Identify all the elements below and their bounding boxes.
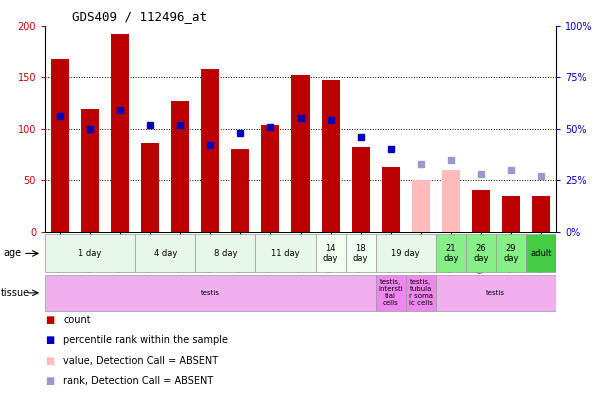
FancyBboxPatch shape [376,234,436,272]
Bar [502,196,520,232]
Text: value, Detection Call = ABSENT: value, Detection Call = ABSENT [63,356,218,366]
Text: 14
day: 14 day [323,244,338,263]
FancyBboxPatch shape [436,234,466,272]
Text: 8 day: 8 day [213,249,237,258]
FancyBboxPatch shape [135,234,195,272]
Bar [171,101,189,232]
Bar [412,180,430,232]
Bar [472,190,490,232]
Text: count: count [63,314,91,325]
FancyBboxPatch shape [466,234,496,272]
Bar [141,143,159,232]
FancyBboxPatch shape [45,275,376,311]
Bar [111,34,129,232]
Bar [81,109,99,232]
Text: ■: ■ [45,314,54,325]
Text: age: age [3,248,21,259]
Bar [322,80,340,232]
Text: testis,
tubula
r soma
ic cells: testis, tubula r soma ic cells [409,279,433,307]
Text: 26
day: 26 day [473,244,489,263]
Text: ■: ■ [45,356,54,366]
Text: tissue: tissue [1,288,29,298]
FancyBboxPatch shape [496,234,526,272]
Text: testis,
intersti
tial
cells: testis, intersti tial cells [378,279,403,307]
FancyBboxPatch shape [255,234,316,272]
FancyBboxPatch shape [346,234,376,272]
Text: 18
day: 18 day [353,244,368,263]
FancyBboxPatch shape [406,275,436,311]
Bar [291,75,310,232]
FancyBboxPatch shape [195,234,255,272]
Bar [261,125,279,232]
Text: GDS409 / 112496_at: GDS409 / 112496_at [72,10,207,23]
Text: 19 day: 19 day [391,249,420,258]
Text: testis: testis [201,290,220,296]
Bar [352,147,370,232]
Bar [201,69,219,232]
FancyBboxPatch shape [45,234,135,272]
Text: ■: ■ [45,335,54,345]
Text: adult: adult [530,249,552,258]
Text: 4 day: 4 day [154,249,177,258]
Bar [231,149,249,232]
Bar [532,196,550,232]
FancyBboxPatch shape [526,234,556,272]
FancyBboxPatch shape [436,275,556,311]
Text: rank, Detection Call = ABSENT: rank, Detection Call = ABSENT [63,376,213,386]
Text: percentile rank within the sample: percentile rank within the sample [63,335,228,345]
FancyBboxPatch shape [376,275,406,311]
Text: 21
day: 21 day [443,244,459,263]
Bar [51,59,69,232]
Text: ■: ■ [45,376,54,386]
Text: testis: testis [486,290,505,296]
Text: 29
day: 29 day [503,244,519,263]
Text: 1 day: 1 day [79,249,102,258]
Text: 11 day: 11 day [271,249,300,258]
FancyBboxPatch shape [316,234,346,272]
Bar [382,167,400,232]
Bar [442,170,460,232]
